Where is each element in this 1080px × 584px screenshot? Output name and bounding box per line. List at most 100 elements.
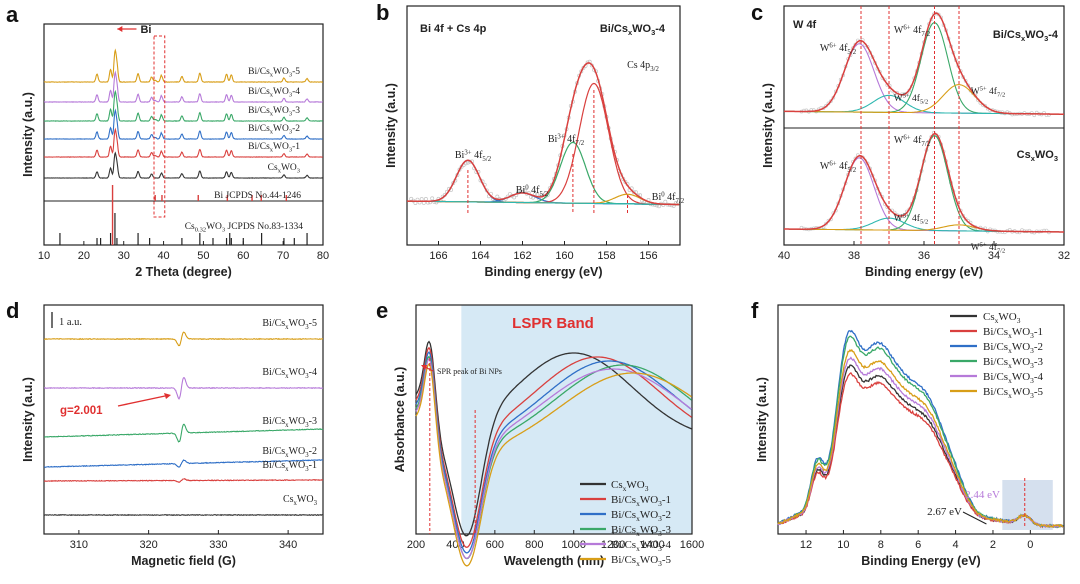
text-run: 4f [837,161,849,172]
x-tick-label: 340 [279,539,297,551]
bi-highlight-box [153,35,166,218]
subscript: 7/2 [575,140,584,147]
x-tick-label: 158 [597,250,615,262]
x-tick-label: 38 [848,250,860,262]
text-run: WO [289,367,306,378]
subscript: 3/2 [650,66,659,73]
text-run: Bi JCPDS No.44-1246 [214,191,301,201]
superscript: 6+ [829,161,836,168]
data-point [963,217,968,221]
x-tick-label: 10 [38,250,50,262]
subscript: 3 [1030,376,1034,385]
epr-line [43,376,324,400]
text-run: WO [1012,341,1030,353]
text-run: 4f [472,150,484,161]
x-tick-label: 164 [471,250,489,262]
panel-letter: e [376,298,388,323]
legend-label: Bi/CsxWO3-4 [983,371,1044,385]
series-label: Bi/CsxWO3-5 [248,67,300,79]
text-run: Bi/Cs [262,446,285,457]
subscript: 3 [651,28,655,37]
text-run: -4 [292,87,300,97]
envelope-line [407,62,680,206]
subscript: x [270,92,274,99]
subpanel-title: CsxWO3 [1017,149,1058,163]
subscript: 5/2 [847,49,856,56]
text-run: JCPDS No.83-1334 [225,222,303,232]
subscript: x [636,529,640,538]
subscript: 0.32 [195,227,206,234]
series-label: Bi/CsxWO3-3 [248,106,300,118]
superscript: 5+ [980,86,987,93]
text-run: Bi/Cs [983,386,1008,398]
data-point [419,197,424,202]
series-label: Bi/CsxWO3-1 [262,460,317,473]
subscript: x [1008,346,1012,355]
subscript: 3 [305,324,309,331]
data-point [631,190,636,195]
text-run: Bi [516,185,526,196]
legend-label: CsxWO3 [611,479,649,493]
text-run: WO [289,318,306,329]
subscript: 3 [305,466,309,473]
subscript: 3 [1017,316,1021,325]
legend-label: Bi/CsxWO3-1 [983,326,1043,340]
y-axis-label: Intensity (a.u.) [761,83,775,168]
subscript: x [1021,34,1026,43]
x-tick-label: 320 [139,539,157,551]
subscript: x [285,373,289,380]
x-tick-label: 310 [70,539,88,551]
text-run: W [894,214,903,224]
g-arrow [117,395,166,407]
x-tick-label: 800 [525,539,543,551]
text-run: -3 [309,416,317,427]
annotation: 2.44 eV [965,489,1000,501]
absorbance-line [415,340,692,537]
subscript: 5/2 [847,167,856,174]
data-point [430,196,435,201]
data-point [522,188,527,193]
text-run: Bi/Cs [983,326,1008,338]
text-run: WO [1035,149,1054,161]
data-point [829,99,833,103]
text-run: Bi/Cs [262,460,285,471]
superscript: 0 [525,185,529,192]
text-run: -1 [309,460,317,471]
subtitle: W 4f [793,19,817,31]
vb-line [777,348,1064,529]
legend-label: Bi/CsxWO3-2 [983,341,1043,355]
subtitle: Bi 4f + Cs 4p [420,23,487,35]
text-run: WO [1025,29,1044,41]
background-line [407,200,680,206]
envelope-line [783,12,1064,115]
xrd-line [44,70,324,103]
subscript: x [270,111,274,118]
subscript: 3 [314,500,318,507]
x-tick-label: 156 [639,250,657,262]
x-tick-label: 80 [317,250,329,262]
legend-label: Bi/CsxWO3-5 [983,386,1044,400]
subscript: 5/2 [920,99,928,106]
reference-label: Cs0.32WO3 JCPDS No.83-1334 [185,222,304,234]
subscript: x [1008,331,1012,340]
text-run: 4f [665,192,677,203]
text-run: Bi/Cs [983,356,1008,368]
text-run: Bi/Cs [262,367,285,378]
x-tick-label: 40 [778,250,790,262]
panel-c: c 40 38 36 34 32 Binding energy (eV) Intensity … [751,0,1070,279]
series-label: Bi/CsxWO3-2 [262,446,317,459]
text-run: Bi [548,134,558,145]
text-run: Cs [983,311,995,323]
text-run: -2 [309,446,317,457]
legend-label: CsxWO3 [983,311,1021,325]
subscript: 3 [297,168,300,175]
peak-label: W6+ 4f7/2 [894,135,931,148]
x-tick-label: 1400 [640,539,664,551]
x-tick-label: 36 [918,250,930,262]
text-run: -4 [655,23,666,35]
text-run: WO [640,554,658,566]
subscript: 5/2 [482,156,491,163]
subscript: x [623,484,627,493]
x-tick-label: 162 [513,250,531,262]
xrd-line [43,89,323,122]
